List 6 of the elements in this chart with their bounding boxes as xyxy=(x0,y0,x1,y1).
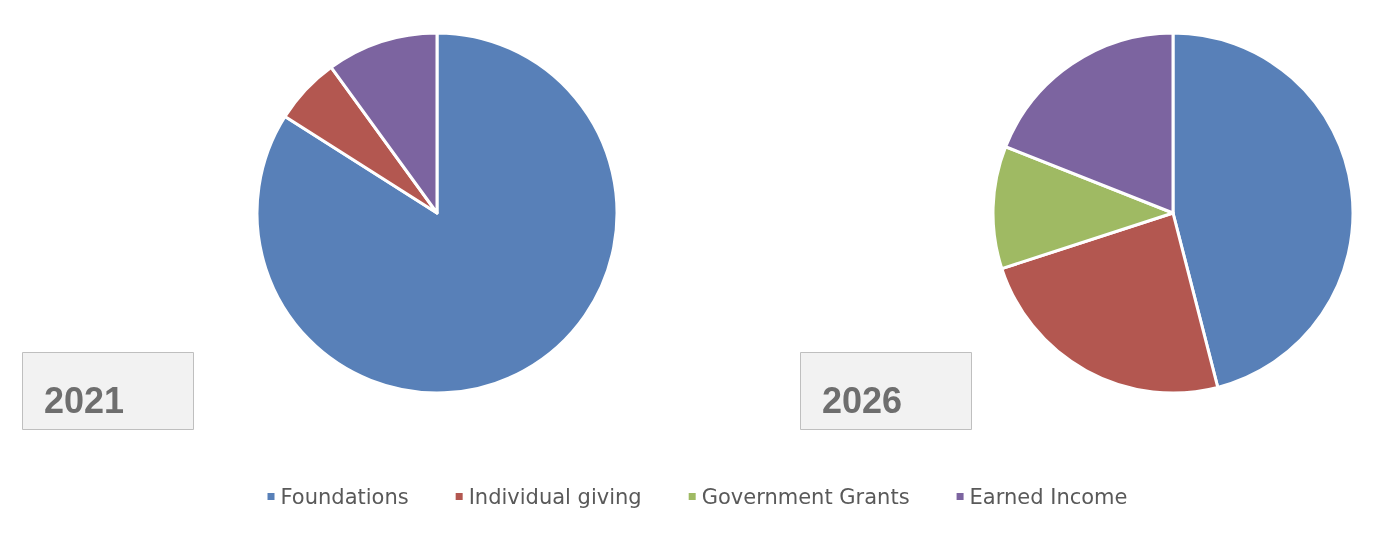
legend-label: Individual giving xyxy=(468,484,642,509)
legend-label: Earned Income xyxy=(969,484,1128,509)
text: 2021 xyxy=(44,379,125,421)
legend-label: Government Grants xyxy=(701,484,910,509)
text: 2026 xyxy=(822,379,903,421)
legend-label: Foundations xyxy=(280,484,409,509)
